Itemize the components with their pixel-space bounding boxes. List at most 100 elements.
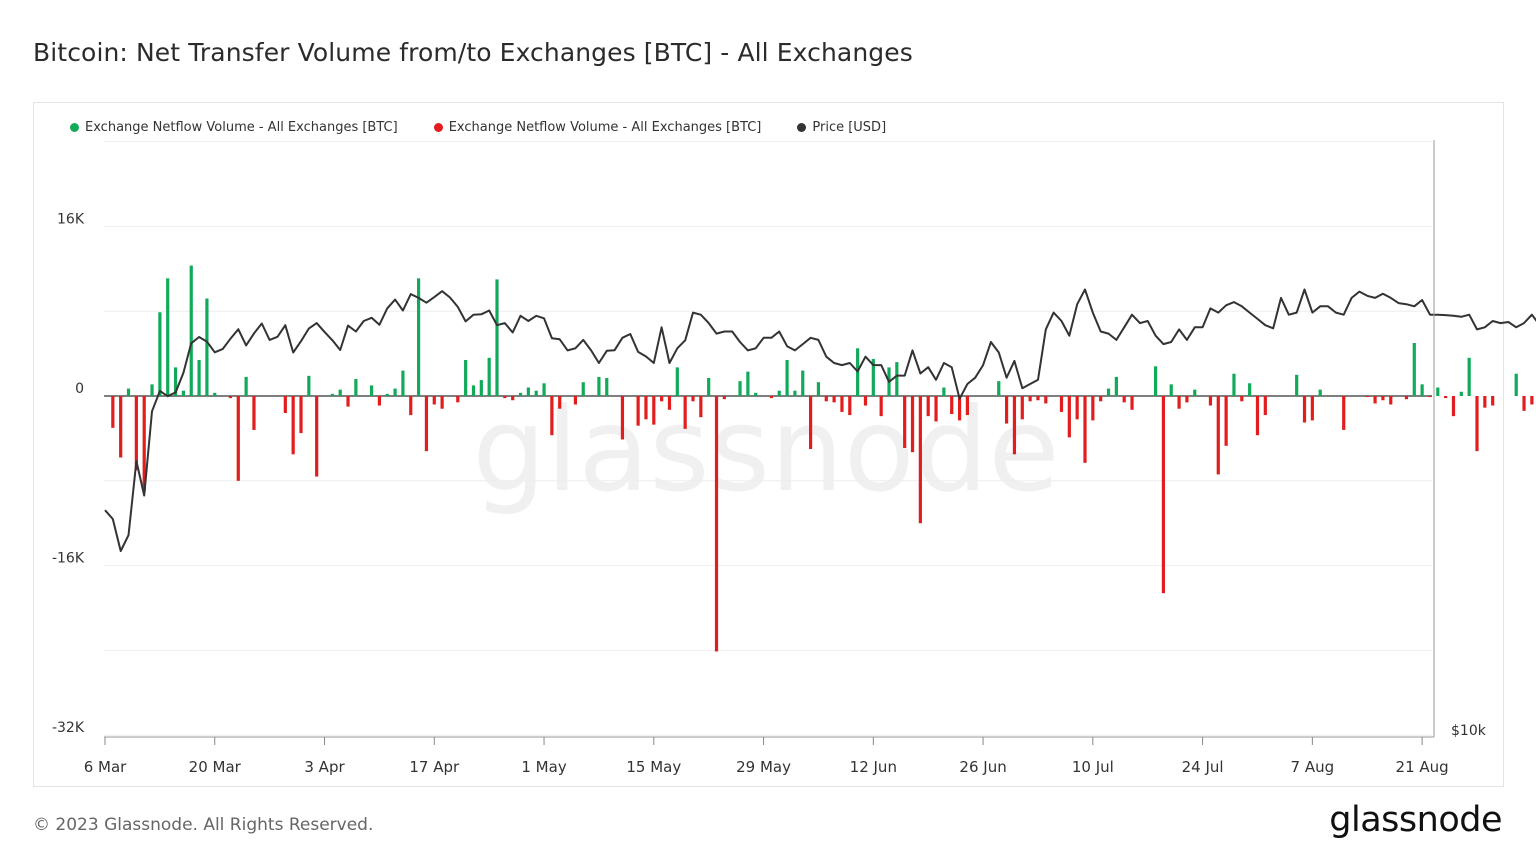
netflow-bar-positive[interactable] [605, 377, 609, 396]
netflow-bar-negative[interactable] [1342, 396, 1346, 430]
netflow-bar-positive[interactable] [150, 384, 154, 396]
netflow-bar-positive[interactable] [1169, 384, 1173, 396]
netflow-bar-positive[interactable] [495, 279, 499, 396]
netflow-bar-negative[interactable] [142, 396, 146, 492]
netflow-bar-negative[interactable] [1381, 396, 1385, 401]
netflow-bar-negative[interactable] [1161, 396, 1165, 594]
netflow-bar-negative[interactable] [950, 396, 954, 415]
netflow-bar-positive[interactable] [581, 382, 585, 396]
netflow-bar-positive[interactable] [777, 390, 781, 396]
netflow-bar-positive[interactable] [487, 357, 491, 396]
netflow-bar-negative[interactable] [236, 396, 240, 481]
netflow-bar-negative[interactable] [283, 396, 287, 413]
netflow-bar-positive[interactable] [1412, 343, 1416, 396]
netflow-bar-negative[interactable] [1373, 396, 1377, 404]
netflow-bar-positive[interactable] [526, 387, 530, 396]
netflow-bar-negative[interactable] [903, 396, 907, 448]
netflow-bar-negative[interactable] [1302, 396, 1307, 423]
netflow-bar-negative[interactable] [1177, 396, 1181, 409]
netflow-bar-negative[interactable] [503, 396, 507, 399]
netflow-bar-negative[interactable] [346, 396, 350, 407]
netflow-bar-negative[interactable] [667, 396, 672, 410]
netflow-bar-negative[interactable] [1428, 396, 1432, 398]
netflow-bar-negative[interactable] [691, 396, 695, 402]
legend-item-price[interactable]: Price [USD] [797, 120, 886, 135]
netflow-bar-positive[interactable] [205, 298, 209, 396]
netflow-bar-positive[interactable] [746, 371, 750, 396]
netflow-bar-negative[interactable] [1522, 396, 1526, 411]
netflow-bar-negative[interactable] [409, 396, 413, 416]
netflow-bar-positive[interactable] [738, 381, 742, 396]
netflow-bar-positive[interactable] [754, 392, 758, 396]
netflow-bar-positive[interactable] [997, 381, 1001, 396]
netflow-bar-positive[interactable] [126, 388, 131, 396]
netflow-bar-negative[interactable] [1005, 396, 1009, 424]
netflow-bar-negative[interactable] [1036, 396, 1040, 401]
netflow-bar-positive[interactable] [942, 387, 946, 396]
netflow-bar-positive[interactable] [393, 388, 397, 396]
netflow-bar-negative[interactable] [111, 396, 115, 428]
netflow-bar-negative[interactable] [1020, 396, 1024, 420]
netflow-bar-negative[interactable] [840, 396, 844, 412]
netflow-bar-negative[interactable] [228, 396, 233, 399]
netflow-bar-negative[interactable] [424, 396, 429, 452]
netflow-bar-positive[interactable] [181, 390, 185, 396]
netflow-bar-negative[interactable] [1091, 396, 1095, 421]
netflow-bar-positive[interactable] [793, 390, 797, 396]
price-line[interactable] [104, 288, 1536, 552]
netflow-bar-positive[interactable] [189, 265, 193, 396]
netflow-bar-positive[interactable] [1295, 374, 1299, 396]
netflow-bar-negative[interactable] [119, 396, 123, 458]
netflow-bar-negative[interactable] [252, 396, 256, 430]
netflow-bar-positive[interactable] [801, 370, 805, 396]
netflow-bar-negative[interactable] [1083, 396, 1087, 463]
netflow-bar-negative[interactable] [926, 396, 930, 417]
netflow-bar-negative[interactable] [299, 396, 303, 434]
netflow-bar-negative[interactable] [824, 396, 828, 402]
netflow-bar-negative[interactable] [636, 396, 640, 426]
netflow-bar-positive[interactable] [1232, 373, 1236, 396]
netflow-bar-positive[interactable] [785, 359, 789, 396]
netflow-bar-positive[interactable] [479, 380, 483, 396]
netflow-bar-negative[interactable] [1067, 396, 1071, 438]
netflow-bar-positive[interactable] [166, 278, 170, 396]
netflow-bar-negative[interactable] [1075, 396, 1079, 420]
netflow-bar-negative[interactable] [620, 396, 625, 440]
netflow-bar-positive[interactable] [401, 370, 405, 396]
netflow-bar-negative[interactable] [377, 396, 381, 406]
netflow-bar-negative[interactable] [644, 396, 648, 420]
netflow-bar-positive[interactable] [1436, 387, 1440, 396]
netflow-bar-negative[interactable] [1224, 396, 1228, 446]
netflow-bar-negative[interactable] [1059, 396, 1064, 412]
netflow-bar-negative[interactable] [1240, 396, 1244, 402]
netflow-bar-positive[interactable] [1248, 383, 1252, 396]
netflow-bar-negative[interactable] [432, 396, 436, 405]
netflow-bar-negative[interactable] [315, 396, 319, 477]
netflow-bar-negative[interactable] [1263, 396, 1267, 416]
netflow-bar-positive[interactable] [707, 377, 711, 396]
netflow-bar-positive[interactable] [338, 389, 342, 396]
netflow-bar-negative[interactable] [1404, 396, 1409, 400]
netflow-bar-positive[interactable] [816, 382, 821, 396]
netflow-bar-negative[interactable] [879, 396, 883, 417]
netflow-bar-negative[interactable] [1255, 396, 1260, 436]
netflow-bar-positive[interactable] [354, 379, 358, 396]
netflow-bar-positive[interactable] [307, 375, 311, 396]
netflow-bar-negative[interactable] [1122, 396, 1126, 403]
netflow-bar-negative[interactable] [769, 396, 773, 399]
netflow-bar-positive[interactable] [385, 393, 389, 396]
netflow-bar-positive[interactable] [1193, 389, 1197, 396]
netflow-bar-negative[interactable] [1044, 396, 1048, 404]
netflow-bar-positive[interactable] [534, 390, 538, 396]
netflow-bar-positive[interactable] [1106, 388, 1111, 396]
netflow-bar-positive[interactable] [173, 367, 178, 396]
netflow-bar-positive[interactable] [197, 359, 201, 396]
netflow-bar-negative[interactable] [809, 396, 813, 449]
netflow-bar-negative[interactable] [511, 396, 515, 401]
netflow-bar-positive[interactable] [369, 385, 374, 396]
netflow-bar-negative[interactable] [456, 396, 460, 403]
netflow-bar-positive[interactable] [1420, 384, 1424, 396]
netflow-bar-negative[interactable] [1491, 396, 1495, 406]
netflow-bar-positive[interactable] [1467, 357, 1471, 396]
netflow-bar-positive[interactable] [597, 376, 601, 396]
